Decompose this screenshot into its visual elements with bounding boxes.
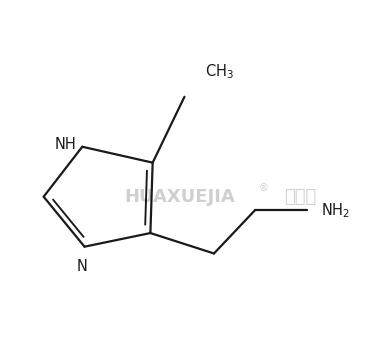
Text: N: N: [77, 259, 88, 274]
Text: NH$_2$: NH$_2$: [321, 201, 350, 220]
Text: NH: NH: [55, 137, 77, 152]
Text: HUAXUEJIA: HUAXUEJIA: [124, 188, 235, 206]
Text: CH$_3$: CH$_3$: [205, 62, 234, 81]
Text: 化学加: 化学加: [284, 188, 316, 206]
Text: ®: ®: [259, 183, 269, 193]
